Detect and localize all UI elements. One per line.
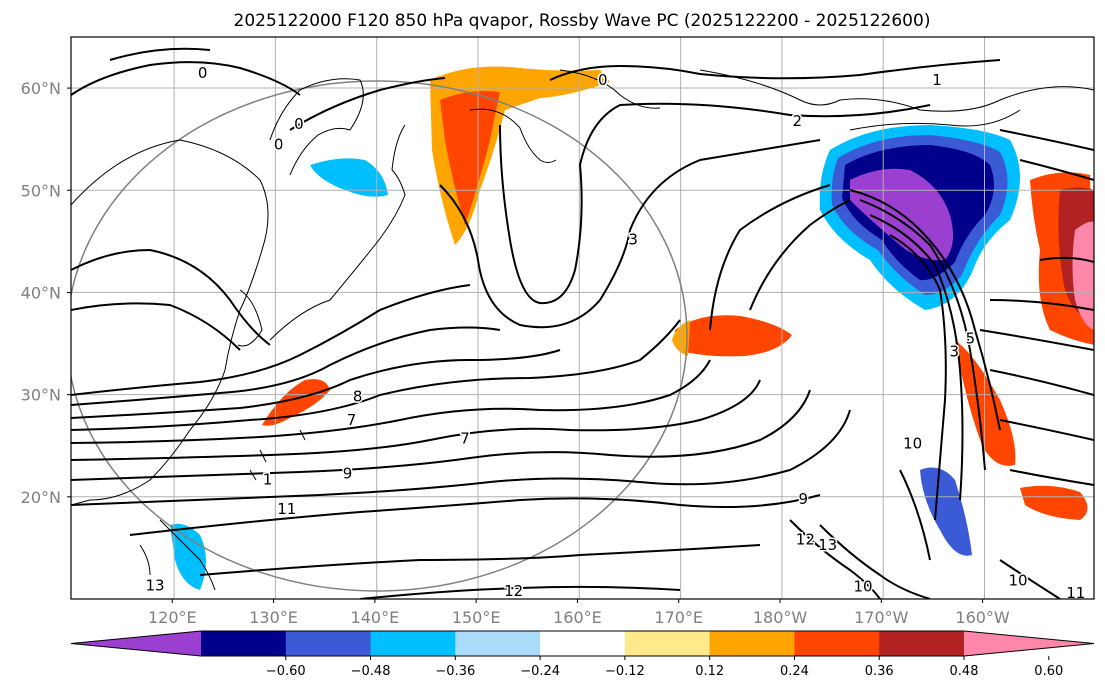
shade-positive-japan <box>262 379 330 426</box>
contour-label: 13 <box>818 536 837 554</box>
contour-label: 0 <box>598 71 608 89</box>
colorbar-swatch <box>455 631 541 656</box>
lon-tick-label: 120°E <box>148 608 197 627</box>
colorbar-swatch <box>624 631 711 656</box>
shade-positive-diagonal <box>955 340 1016 466</box>
lat-tick-label: 20°N <box>21 488 61 507</box>
colorbar-extend-high <box>964 631 1094 656</box>
colorbar-tick-label: −0.12 <box>605 664 645 679</box>
colorbar-tick-label: 0.24 <box>780 664 809 679</box>
colorbar-tick-label: −0.48 <box>351 664 391 679</box>
lon-tick-label: 160°W <box>955 608 1010 627</box>
contour-label: 1 <box>932 71 942 89</box>
colorbar-tick-label: 0.12 <box>695 664 724 679</box>
shade-negative-okhotsk <box>310 158 388 197</box>
colorbar-swatch <box>540 631 626 656</box>
colorbar: −0.60 −0.48 −0.36 −0.24 −0.12 0.12 0.24 0.36 0.4… <box>70 630 1095 679</box>
reference-circle <box>71 80 688 592</box>
colorbar-tick-label: 0.60 <box>1034 664 1063 679</box>
lon-tick-label: 130°E <box>249 608 298 627</box>
graticule <box>71 37 1094 599</box>
contour-label: 9 <box>799 490 809 508</box>
contour-label: 3 <box>628 230 638 248</box>
contour-label: 7 <box>460 430 470 448</box>
lon-tick-label: 150°E <box>452 608 501 627</box>
map-frame <box>70 36 1095 600</box>
contour-label: 3 <box>949 343 959 361</box>
colorbar-swatch <box>709 631 795 656</box>
figure-title: 2025122000 F120 850 hPa qvapor, Rossby W… <box>234 11 931 31</box>
colorbar-swatch <box>285 631 372 656</box>
lat-tick-label: 60°N <box>21 79 61 98</box>
colorbar-tick-label: −0.36 <box>435 664 475 679</box>
lon-tick-label: 140°E <box>351 608 400 627</box>
latitude-tick-labels: 20°N 30°N 40°N 50°N 60°N <box>21 79 71 507</box>
colorbar-swatch <box>794 631 880 656</box>
colorbar-tick-label: 0.36 <box>865 664 894 679</box>
contour-label: 5 <box>966 329 976 347</box>
contour-label: 10 <box>1008 572 1027 590</box>
contour-label: 9 <box>343 464 353 482</box>
colorbar-outline <box>70 630 1095 657</box>
contour-label: 0 <box>198 64 208 82</box>
contour-label: 10 <box>854 578 873 596</box>
shade-negative-philippines <box>170 523 206 590</box>
contour-label: 0 <box>274 135 284 153</box>
shade-negative-east-lower <box>920 467 972 556</box>
lat-tick-label: 30°N <box>21 386 61 405</box>
lon-tick-label: 180°W <box>753 608 808 627</box>
contour-label: 0 <box>294 115 304 133</box>
contour-lines <box>71 47 1094 599</box>
contour-label: 11 <box>1066 584 1085 602</box>
contour-label: 12 <box>504 582 523 600</box>
colorbar-swatch <box>370 631 456 656</box>
colorbar-tick-label: −0.24 <box>520 664 560 679</box>
contour-label: 11 <box>277 500 296 518</box>
contour-label: 7 <box>347 411 357 429</box>
contour-label: 2 <box>792 112 802 130</box>
longitude-tick-labels: 120°E 130°E 140°E 150°E 160°E 170°E 180°W 170°W… <box>148 599 1010 627</box>
lon-tick-label: 170°W <box>854 608 909 627</box>
contour-label: 13 <box>146 577 165 595</box>
lat-tick-label: 50°N <box>21 181 61 200</box>
shade-positive-east-peak <box>1072 221 1094 330</box>
contour-label: 12 <box>796 531 815 549</box>
contour-label: 10 <box>903 435 922 453</box>
colorbar-tick-label: 0.48 <box>950 664 979 679</box>
shade-positive-southeast <box>1020 485 1088 520</box>
contour-label: 1 <box>263 470 273 488</box>
colorbar-swatch <box>201 631 287 656</box>
colorbar-swatch <box>879 631 965 656</box>
shade-positive-central <box>675 315 792 357</box>
colorbar-tick-label: −0.60 <box>266 664 306 679</box>
shade-positive-core-kamchatka <box>440 91 500 225</box>
lat-tick-label: 40°N <box>21 283 61 302</box>
lon-tick-label: 170°E <box>654 608 703 627</box>
lon-tick-label: 160°E <box>553 608 602 627</box>
coastlines <box>71 69 1094 591</box>
contour-label: 8 <box>353 388 363 406</box>
colorbar-extend-low <box>71 631 201 656</box>
